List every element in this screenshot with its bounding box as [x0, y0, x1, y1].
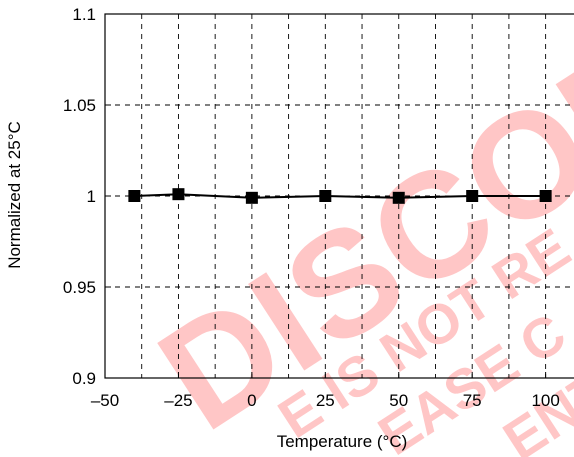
y-tick-label: 1.05	[63, 96, 96, 115]
data-point-marker	[128, 190, 141, 202]
data-point-marker	[539, 190, 552, 202]
data-point-marker	[245, 191, 258, 204]
x-tick-label: 75	[463, 391, 482, 410]
data-point-marker	[172, 188, 185, 201]
y-axis-ticks: 0.9 0.95 1 1.05 1.1	[63, 5, 111, 388]
y-axis-label: Normalized at 25°C	[5, 121, 24, 269]
watermark: DISCON E IS NOT RE EASE C ENT	[131, 3, 574, 457]
x-axis-ticks: –50 –25 0 25 50 75 100	[91, 372, 560, 410]
x-tick-label: –50	[91, 391, 119, 410]
y-tick-label: 0.9	[72, 369, 96, 388]
data-point-marker	[392, 191, 405, 204]
y-tick-label: 1.1	[72, 5, 96, 24]
data-point-marker	[319, 190, 332, 202]
series-markers	[128, 188, 552, 204]
x-tick-label: 50	[389, 391, 408, 410]
x-tick-label: –25	[164, 391, 192, 410]
data-point-marker	[466, 190, 479, 202]
x-tick-label: 25	[316, 391, 335, 410]
y-tick-label: 1	[87, 187, 96, 206]
x-tick-label: 100	[531, 391, 559, 410]
x-axis-label: Temperature (°C)	[277, 432, 408, 451]
y-tick-label: 0.95	[63, 278, 96, 297]
x-tick-label: 0	[247, 391, 256, 410]
